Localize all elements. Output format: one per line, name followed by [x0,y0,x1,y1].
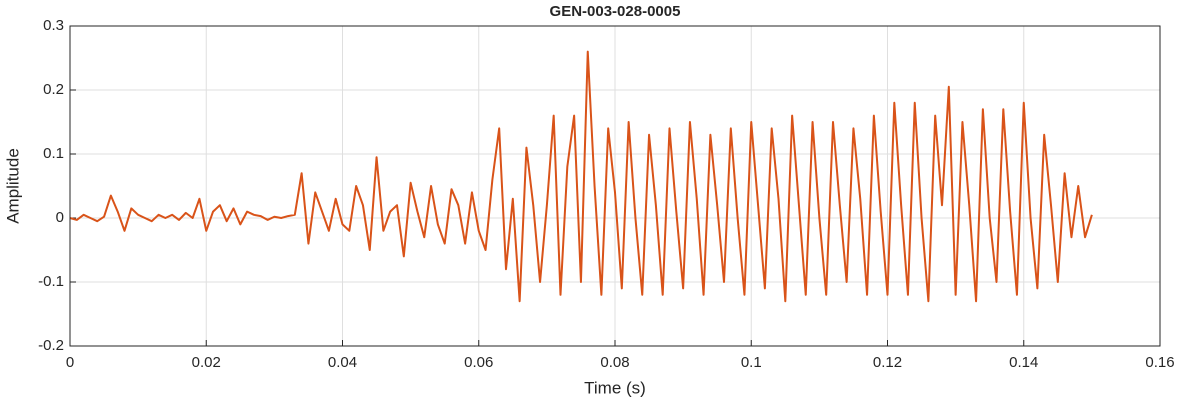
y-tick-label: 0.3 [43,17,64,34]
waveform-line [69,50,1093,303]
y-tick-label: -0.1 [38,273,64,290]
y-tick-label: 0.1 [43,145,64,162]
x-tick-label: 0.04 [328,354,357,371]
y-tick-label: 0.2 [43,81,64,98]
x-tick-label: 0.08 [600,354,629,371]
y-tick-label: 0 [56,209,64,226]
y-axis-label: Amplitude [3,148,22,224]
x-tick-label: 0.06 [464,354,493,371]
x-tick-label: 0.1 [741,354,762,371]
plot-border [69,25,1161,347]
chart-title: GEN-003-028-0005 [550,3,681,20]
x-tick-label: 0.12 [873,354,902,371]
x-tick-label: 0.02 [192,354,221,371]
x-tick-label: 0.16 [1145,354,1174,371]
y-tick-label: -0.2 [38,337,64,354]
x-tick-label: 0.14 [1009,354,1038,371]
x-axis-label: Time (s) [584,378,646,397]
x-tick-label: 0 [66,354,74,371]
